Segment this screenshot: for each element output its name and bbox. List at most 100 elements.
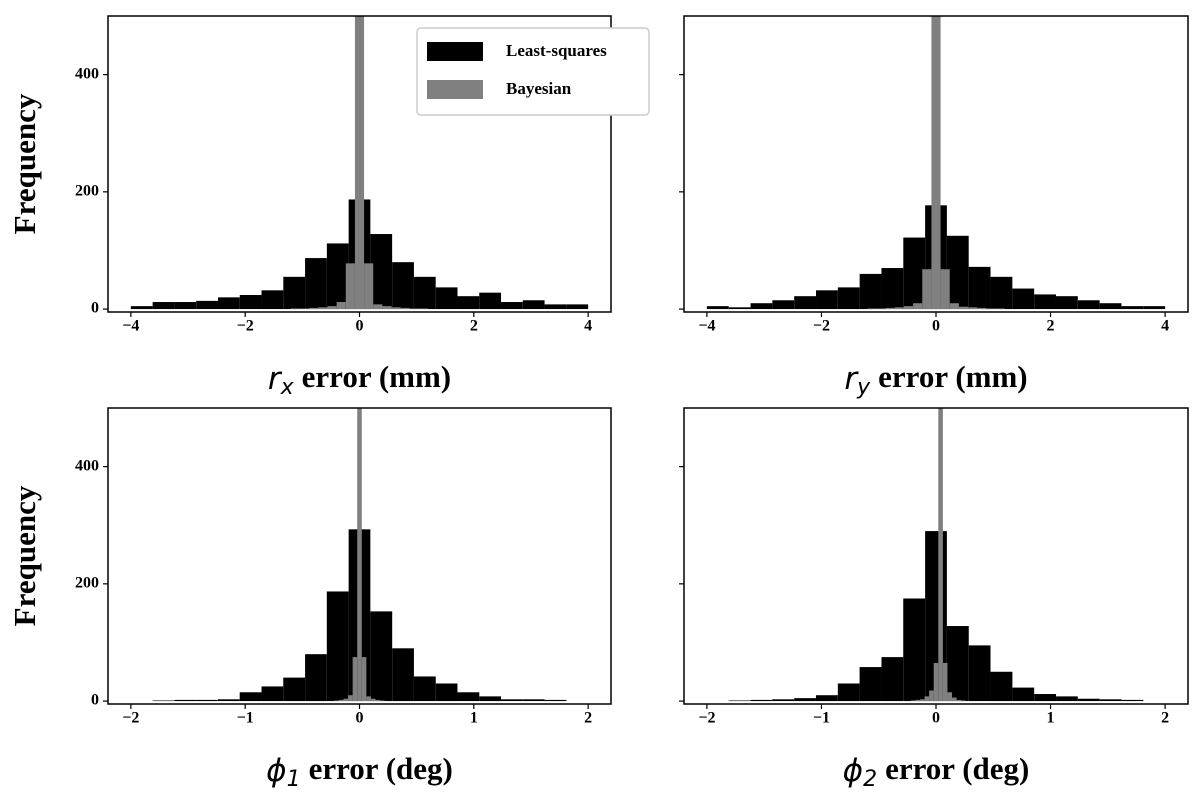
histogram-bar bbox=[373, 304, 383, 310]
histogram-bar bbox=[881, 268, 904, 310]
plot-area bbox=[706, 16, 1166, 310]
histogram-bar bbox=[305, 258, 327, 310]
histogram-bar bbox=[903, 237, 926, 310]
histogram-bar bbox=[544, 699, 567, 702]
x-label-text: error (mm) bbox=[302, 359, 451, 394]
y-tick-label: 200 bbox=[75, 575, 99, 592]
histogram-bar bbox=[903, 306, 914, 310]
histogram-bar bbox=[392, 262, 414, 310]
x-tick-label: 1 bbox=[1047, 710, 1055, 727]
histogram-bar bbox=[728, 700, 751, 702]
y-tick-label: 200 bbox=[75, 183, 99, 200]
x-tick-label: 0 bbox=[356, 318, 364, 335]
histogram-bar bbox=[418, 308, 429, 310]
x-tick-label: −4 bbox=[698, 318, 715, 335]
histogram-bar bbox=[816, 290, 838, 310]
x-axis-label: ϕ1 error (deg) bbox=[266, 751, 453, 792]
plot-area bbox=[728, 408, 1144, 702]
histogram-bar bbox=[348, 695, 353, 702]
histogram-bar bbox=[772, 300, 795, 310]
histogram-bar bbox=[457, 296, 480, 310]
x-tick-label: 2 bbox=[470, 318, 478, 335]
histogram-bar bbox=[309, 307, 319, 310]
histogram-bar bbox=[283, 276, 306, 310]
histogram-bar bbox=[968, 307, 978, 310]
histogram-bar bbox=[370, 611, 393, 702]
histogram-bar bbox=[961, 700, 966, 702]
histogram-bar bbox=[990, 671, 1013, 702]
plot-area bbox=[152, 408, 567, 702]
x-label-text: error (deg) bbox=[885, 751, 1029, 786]
histogram-bar bbox=[364, 263, 374, 310]
histogram-bar bbox=[1077, 698, 1100, 702]
histogram-bar bbox=[1055, 296, 1078, 310]
histogram-bar bbox=[931, 16, 941, 310]
histogram-bar bbox=[354, 16, 365, 310]
histogram-bar bbox=[1077, 300, 1100, 310]
x-tick-label: 4 bbox=[584, 318, 592, 335]
x-label-symbol: r bbox=[844, 361, 859, 397]
histogram-bar bbox=[326, 243, 349, 310]
histogram-bar bbox=[413, 676, 436, 702]
x-tick-label: −2 bbox=[698, 710, 715, 727]
x-tick-label: −1 bbox=[813, 710, 830, 727]
histogram-bar bbox=[794, 296, 817, 310]
histogram-bar bbox=[903, 598, 926, 702]
y-tick-label: 0 bbox=[91, 692, 99, 709]
y-tick-label: 400 bbox=[75, 457, 99, 474]
histogram-bar bbox=[815, 695, 838, 702]
histogram-bar bbox=[479, 696, 502, 702]
histogram-bar bbox=[327, 306, 337, 310]
x-label-text: error (mm) bbox=[878, 359, 1027, 394]
histogram-bar bbox=[400, 307, 410, 310]
histogram-bar bbox=[940, 269, 950, 310]
histogram-bar bbox=[357, 408, 362, 702]
histogram-bar bbox=[338, 699, 344, 702]
histogram-bar bbox=[924, 696, 930, 702]
histogram-bar bbox=[1099, 303, 1122, 310]
histogram-bar bbox=[750, 699, 773, 702]
histogram-bar bbox=[361, 657, 367, 702]
histogram-bar bbox=[370, 234, 393, 310]
histogram-bar bbox=[956, 699, 962, 702]
histogram-bar bbox=[196, 300, 218, 310]
panel: −4 −2 0 2 4 ry error (mm) bbox=[679, 15, 1189, 400]
histogram-bar bbox=[867, 308, 877, 310]
legend: Least-squares Bayesian bbox=[416, 27, 650, 116]
histogram-bar bbox=[380, 700, 385, 702]
panel: −4 −2 0 2 4 0 200 400 rx error (mm) Frequency Least… bbox=[7, 15, 650, 400]
x-label-subscript: 2 bbox=[863, 767, 877, 792]
panel: −2 −1 0 1 2ϕ2 error (deg) bbox=[679, 407, 1189, 792]
histogram-bar bbox=[1034, 694, 1057, 702]
legend-label: Bayesian bbox=[506, 79, 572, 98]
histogram-bar bbox=[196, 699, 218, 702]
x-label-text: error (deg) bbox=[309, 751, 453, 786]
plot-area bbox=[130, 16, 589, 310]
histogram-bar bbox=[986, 308, 996, 310]
histogram-bar bbox=[1121, 699, 1144, 702]
histogram-bar bbox=[922, 269, 932, 310]
y-axis-label: Frequency bbox=[7, 93, 42, 234]
histogram-bar bbox=[837, 287, 860, 310]
x-tick-label: 0 bbox=[356, 710, 364, 727]
histogram-bar bbox=[326, 591, 349, 702]
histogram-bar bbox=[1099, 699, 1122, 702]
histogram-bar bbox=[409, 308, 419, 310]
x-tick-label: 0 bbox=[932, 318, 940, 335]
x-tick-label: 0 bbox=[932, 710, 940, 727]
histogram-bar bbox=[894, 307, 904, 310]
x-label-symbol: ϕ bbox=[843, 753, 863, 789]
histogram-bar bbox=[566, 304, 589, 310]
x-tick-label: −2 bbox=[237, 318, 254, 335]
histogram-bar bbox=[946, 235, 969, 310]
histogram-bar bbox=[435, 683, 458, 702]
legend-swatch bbox=[427, 80, 483, 99]
x-tick-label: −2 bbox=[813, 318, 830, 335]
histogram-bar bbox=[949, 303, 959, 310]
histogram-bar bbox=[1034, 294, 1056, 310]
histogram-bar bbox=[915, 699, 920, 702]
histogram-bar bbox=[995, 308, 1005, 310]
x-label-subscript: 1 bbox=[287, 767, 301, 792]
histogram-bar bbox=[1012, 288, 1035, 310]
histogram-bar bbox=[345, 263, 355, 310]
